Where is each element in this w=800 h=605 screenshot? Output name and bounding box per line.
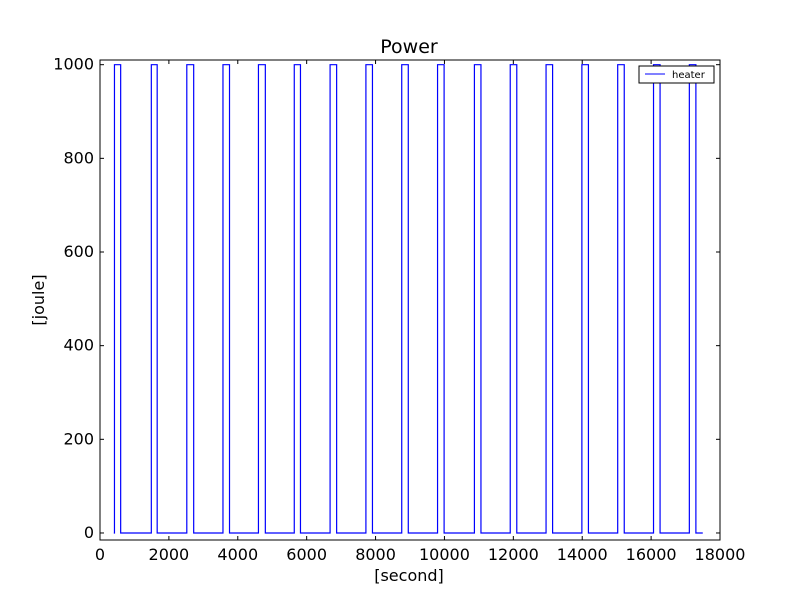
y-tick-label: 800 <box>63 148 94 167</box>
y-tick-label: 600 <box>63 242 94 261</box>
chart-title: Power <box>380 36 438 58</box>
axes-frame <box>99 59 721 541</box>
x-tick-label: 18000 <box>695 545 746 564</box>
x-tick-label: 12000 <box>488 545 539 564</box>
x-tick-label: 2000 <box>149 545 190 564</box>
x-tick-label: 8000 <box>355 545 396 564</box>
x-tick-label: 4000 <box>217 545 258 564</box>
y-tick-label: 400 <box>63 336 94 355</box>
legend-label-heater: heater <box>672 70 706 81</box>
series-line-heater <box>113 64 703 534</box>
y-axis-title: [joule] <box>29 274 48 325</box>
x-tick-label: 0 <box>95 545 105 564</box>
y-tick-label: 1000 <box>53 55 94 74</box>
y-tick-label: 0 <box>84 523 94 542</box>
plot-area <box>113 64 703 534</box>
x-tick-label: 6000 <box>286 545 327 564</box>
x-tick-label: 16000 <box>626 545 677 564</box>
legend: heater <box>638 65 715 84</box>
x-tick-label: 10000 <box>419 545 470 564</box>
x-axis-title: [second] <box>374 566 444 585</box>
x-tick-label: 14000 <box>557 545 608 564</box>
y-tick-label: 200 <box>63 429 94 448</box>
legend-box <box>638 65 715 84</box>
axis-ticks: 0 2000 4000 6000 8000 10000 12000 14000 16000 180… <box>53 55 745 564</box>
